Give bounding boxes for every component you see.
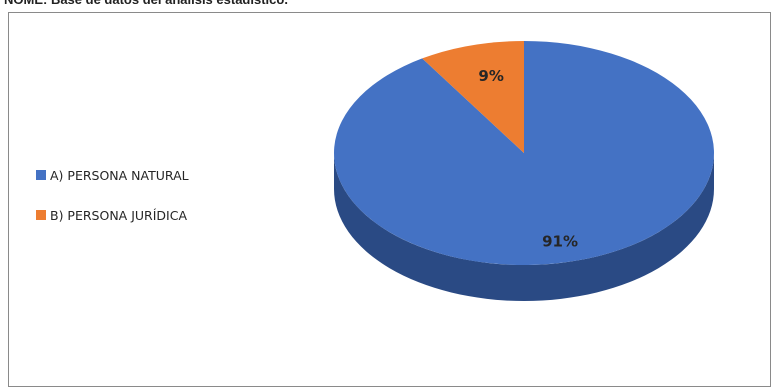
legend-item-persona-juridica: B) PERSONA JURÍDICA <box>36 206 189 224</box>
pie-side-persona-natural <box>334 153 714 301</box>
legend: A) PERSONA NATURAL B) PERSONA JURÍDICA <box>36 166 189 246</box>
legend-label-persona-natural: A) PERSONA NATURAL <box>50 167 189 183</box>
pie-slice-persona-natural <box>334 41 715 266</box>
legend-label-persona-juridica: B) PERSONA JURÍDICA <box>50 207 187 223</box>
chart-caption: NOME: Base de datos del análisis estadís… <box>4 0 764 8</box>
pie-slices <box>334 41 715 266</box>
legend-swatch-persona-juridica <box>36 210 46 220</box>
pie-3d-sides <box>334 153 714 301</box>
legend-item-persona-natural: A) PERSONA NATURAL <box>36 166 189 184</box>
legend-swatch-persona-natural <box>36 170 46 180</box>
data-label-persona-natural: 91% <box>542 233 578 251</box>
pie-data-labels: 91% 9% <box>478 67 578 251</box>
data-label-persona-juridica: 9% <box>478 67 503 85</box>
pie-slice-persona-juridica <box>422 41 524 153</box>
